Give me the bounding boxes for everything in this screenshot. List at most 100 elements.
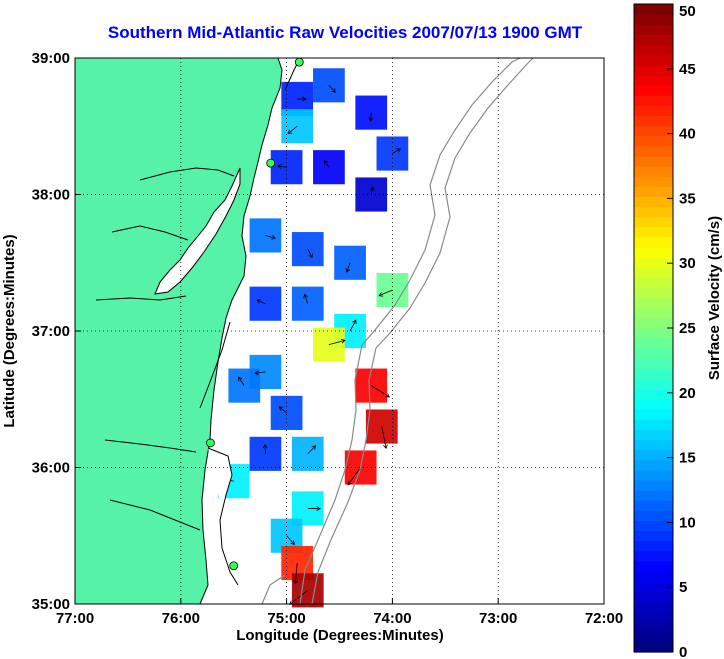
colorbar-tick-label: 10 [679, 514, 696, 531]
pamlico-sound [207, 447, 239, 586]
colorbar-swatch [634, 216, 673, 228]
colorbar-swatch [634, 338, 673, 349]
colorbar-swatch [634, 439, 673, 451]
colorbar-swatch [634, 24, 673, 35]
velocity-vector-head [352, 319, 357, 325]
colorbar-swatch [634, 429, 673, 440]
velocity-vector-head [254, 370, 259, 376]
colorbar-swatch [634, 196, 673, 208]
velocity-vector-head [278, 406, 284, 411]
velocity-vector-head [323, 159, 329, 165]
velocity-vector-head [302, 96, 307, 102]
colorbar-swatch [634, 257, 673, 268]
colorbar-swatch [634, 317, 673, 329]
velocity-vector [347, 467, 361, 486]
colorbar-swatch [634, 449, 673, 461]
velocity-vector-head [271, 235, 276, 240]
colorbar-swatch [634, 490, 673, 501]
velocity-vector-head [293, 579, 299, 585]
x-tick-label: 73:00 [479, 610, 517, 627]
velocity-vector [256, 299, 266, 305]
velocity-vector [265, 235, 276, 239]
colorbar-swatch [634, 297, 673, 309]
velocity-vector-head [311, 445, 317, 450]
colorbar-swatch [634, 591, 673, 602]
velocity-vector-head [347, 480, 352, 486]
river-potomac [139, 167, 235, 181]
river-rappahannock [111, 225, 189, 241]
x-tick-label: 77:00 [56, 610, 94, 627]
velocity-vector-head [287, 129, 293, 135]
chesapeake-bay [154, 167, 241, 295]
velocity-vector [328, 339, 345, 346]
velocity-vector [323, 160, 330, 168]
colorbar-tick-label: 30 [679, 255, 696, 272]
colorbar-swatch [634, 641, 673, 653]
colorbar-swatch [634, 368, 673, 380]
velocity-vector [307, 248, 313, 258]
velocity-vector [378, 289, 393, 297]
x-tick-label: 72:00 [585, 610, 623, 627]
colorbar-swatch [634, 145, 673, 157]
colorbar-swatch [634, 125, 673, 137]
velocity-vector [304, 294, 309, 304]
colorbar-swatch [634, 247, 673, 258]
colorbar-swatch [634, 34, 673, 46]
velocity-vector-head [256, 299, 262, 304]
colorbar-swatch [634, 64, 673, 76]
colorbar-swatch [634, 105, 673, 116]
colorbar-swatch [634, 560, 673, 572]
colorbar-swatch [634, 115, 673, 127]
velocity-vector [287, 125, 298, 134]
colorbar-swatch [634, 550, 673, 562]
colorbar-swatch [634, 479, 673, 491]
colorbar-tick-label: 15 [679, 450, 696, 467]
velocity-vector [238, 376, 245, 386]
velocity-vector [289, 590, 309, 605]
radar-site-marker [266, 158, 276, 168]
velocity-vector-head [238, 376, 243, 382]
river-albemarle [104, 439, 197, 453]
velocity-vector [294, 563, 298, 584]
x-tick-label: 76:00 [162, 610, 200, 627]
velocity-vector-head [308, 253, 313, 259]
velocity-vector-head [331, 88, 336, 93]
colorbar-swatch [634, 530, 673, 542]
colorbar-swatch [634, 520, 673, 532]
colorbar-swatch [634, 14, 673, 25]
colorbar-swatch [634, 601, 673, 613]
colorbar-swatch [634, 510, 673, 521]
colorbar-swatch [634, 409, 673, 420]
colorbar-swatch [634, 206, 673, 218]
colorbar-tick-label: 5 [679, 579, 687, 596]
colorbar-swatch [634, 95, 673, 106]
colorbar-swatch [634, 236, 673, 248]
colorbar-swatch [634, 277, 673, 289]
colorbar-swatch [634, 4, 673, 15]
river-james [95, 295, 187, 301]
colorbar-tick-label: 20 [679, 385, 696, 402]
colorbar-tick-label: 0 [679, 644, 687, 659]
colorbar-swatch [634, 469, 673, 481]
velocity-vector [277, 165, 287, 168]
velocity-vector [307, 445, 316, 455]
velocity-vector-head [340, 338, 346, 344]
colorbar-tick-label: 25 [679, 320, 696, 337]
colorbar-swatch [634, 348, 673, 359]
colorbar-swatch [634, 581, 673, 592]
colorbar-swatch [634, 328, 673, 339]
colorbar-swatch [634, 398, 673, 410]
plot-area [74, 57, 604, 608]
colorbar-gradient [634, 4, 673, 653]
velocity-vector-head [303, 293, 308, 299]
velocity-vector [370, 187, 374, 195]
colorbar-swatch [634, 500, 673, 511]
velocity-vector [254, 371, 266, 374]
colorbar-swatch [634, 540, 673, 552]
colorbar-label: Surface Velocity (cm/s) [706, 216, 723, 380]
colorbar-swatch [634, 631, 673, 643]
x-tick-label: 74:00 [373, 610, 411, 627]
colorbar-swatch [634, 378, 673, 390]
velocity-vector [279, 406, 287, 414]
